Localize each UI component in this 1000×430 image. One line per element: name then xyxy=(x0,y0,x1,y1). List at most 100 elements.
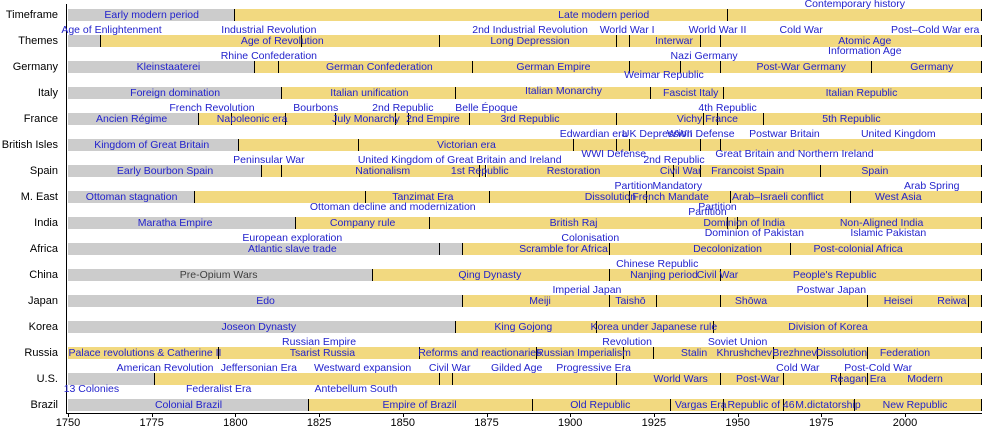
period-label-italian-unification: Italian unification xyxy=(330,87,409,99)
period-label-great-britain-and-northern-ireland: Great Britain and Northern Ireland xyxy=(715,148,874,160)
period-label-soviet-union: Soviet Union xyxy=(707,336,768,348)
period-label-reforms-and-reactionaries: Reforms and reactionaries xyxy=(418,347,542,359)
bar-segment-germany xyxy=(255,61,279,73)
period-label-old-republic: Old Republic xyxy=(570,399,631,411)
period-label-fascist-italy: Fascist Italy xyxy=(663,87,719,99)
bar-segment-british-isles xyxy=(238,139,360,151)
bar-segment-germany xyxy=(68,61,256,73)
bar-segment-u-s xyxy=(68,373,156,385)
period-label-4th-republic: 4th Republic xyxy=(698,102,757,114)
bar-segment-themes xyxy=(439,35,618,47)
period-label-italian-monarchy: Italian Monarchy xyxy=(524,85,603,97)
period-label-westward-expansion: Westward expansion xyxy=(313,362,412,374)
bar-segment-british-isles xyxy=(617,139,631,151)
period-label-ottoman-stagnation: Ottoman stagnation xyxy=(85,191,178,203)
bar-segment-india xyxy=(429,217,728,229)
axis-tick-1875 xyxy=(486,413,488,417)
period-label-british-raj: British Raj xyxy=(549,217,598,229)
period-label-cold-war: Cold War xyxy=(779,24,823,36)
bar-segment-brazil xyxy=(309,399,534,411)
row-label-themes: Themes xyxy=(18,35,58,47)
bar-segment-korea xyxy=(714,321,982,333)
bar-segment-spain xyxy=(673,165,701,177)
bar-segment-british-isles xyxy=(700,139,721,151)
bar-segment-africa xyxy=(68,243,440,255)
period-label-tsarist-russia: Tsarist Russia xyxy=(289,347,356,359)
bar-segment-spain xyxy=(282,165,480,177)
bar-segment-brazil xyxy=(533,399,671,411)
row-label-japan: Japan xyxy=(28,295,58,307)
bar-segment-japan xyxy=(657,295,721,307)
bar-segment-japan xyxy=(720,295,869,307)
bar-segment-timeframe xyxy=(235,9,728,21)
period-label-dissolution: Dissolution xyxy=(815,347,868,359)
period-label-russian-empire: Russian Empire xyxy=(282,336,357,348)
period-label-antebellum-south: Antebellum South xyxy=(314,383,398,395)
period-label-information-age: Information Age xyxy=(828,45,902,57)
axis-tick-label-1800: 1800 xyxy=(223,417,248,429)
period-label-napoleonic-era: Napoleonic era xyxy=(216,113,288,125)
period-label-ottoman-decline-and-modernization: Ottoman decline and modernization xyxy=(309,201,476,213)
bar-segment-themes xyxy=(630,35,701,47)
axis-tick-1950 xyxy=(737,413,739,417)
bar-segment-british-isles xyxy=(720,139,982,151)
bar-segment-italy xyxy=(650,87,725,99)
period-label-tanzimat-era: Tanzimat Era xyxy=(392,191,454,203)
axis-tick-1900 xyxy=(570,413,572,417)
bar-segment-russia xyxy=(774,347,818,359)
period-label-edo: Edo xyxy=(256,295,275,307)
bar-segment-brazil xyxy=(724,399,785,411)
period-label-post-cold-war: Post-Cold War xyxy=(844,362,913,374)
period-label-interwar: Interwar xyxy=(655,35,693,47)
bar-segment-m-east xyxy=(647,191,731,203)
period-label-bourbons: Bourbons xyxy=(293,102,339,114)
period-label-postwar-japan: Postwar Japan xyxy=(796,284,867,296)
row-label-russia: Russia xyxy=(24,347,58,359)
period-label-2nd-republic: 2nd Republic xyxy=(643,154,705,166)
period-label-pre-opium-wars: Pre-Opium Wars xyxy=(179,269,258,281)
row-label-italy: Italy xyxy=(37,87,58,99)
period-label-scramble-for-africa: Scramble for Africa xyxy=(519,243,608,255)
period-label-palace-revolutions-catherine-ii: Palace revolutions & Catherine II xyxy=(68,347,222,359)
period-label-1st-republic: 1st Republic xyxy=(450,165,509,177)
bar-segment-germany xyxy=(720,61,872,73)
period-label-partition: Partition xyxy=(698,201,737,213)
bar-segment-africa xyxy=(610,243,792,255)
axis-tick-1775 xyxy=(151,413,153,417)
bar-segment-korea xyxy=(456,321,597,333)
bar-segment-u-s xyxy=(841,373,869,385)
axis-tick-1800 xyxy=(235,413,237,417)
bar-segment-italy xyxy=(68,87,283,99)
period-label-edwardian-era: Edwardian era xyxy=(559,128,628,140)
bar-segment-japan xyxy=(610,295,658,307)
period-label-new-republic: New Republic xyxy=(882,399,948,411)
period-label-kleinstaaterei: Kleinstaaterei xyxy=(136,61,201,73)
bar-segment-u-s xyxy=(617,373,721,385)
period-label-company-rule: Company rule xyxy=(329,217,396,229)
bar-segment-u-s xyxy=(439,373,454,385)
period-label-german-empire: German Empire xyxy=(516,61,591,73)
period-label-dissolution: Dissolution xyxy=(584,191,637,203)
bar-segment-italy xyxy=(456,87,651,99)
bar-segment-japan xyxy=(68,295,464,307)
bar-segment-russia xyxy=(419,347,537,359)
bar-segment-m-east xyxy=(630,191,648,203)
period-label-decolonization: Decolonization xyxy=(693,243,762,255)
period-label-stalin: Stalin xyxy=(680,347,708,359)
bar-segment-m-east xyxy=(365,191,490,203)
bar-segment-russia xyxy=(623,347,654,359)
period-label-dominion-of-pakistan: Dominion of Pakistan xyxy=(704,227,804,239)
axis-tick-1750 xyxy=(68,413,69,417)
bar-segment-brazil xyxy=(854,399,982,411)
period-label-king-gojong: King Gojong xyxy=(494,321,553,333)
period-label-early-modern-period: Early modern period xyxy=(104,9,199,21)
period-label-belle-poque: Belle Époque xyxy=(455,102,518,114)
bar-segment-russia xyxy=(817,347,869,359)
period-label-wwi-defense: WWI Defense xyxy=(581,148,647,160)
period-label-3rd-republic: 3rd Republic xyxy=(500,113,560,125)
row-label-spain: Spain xyxy=(29,165,58,177)
bar-segment-brazil xyxy=(784,399,855,411)
period-label-atomic-age: Atomic Age xyxy=(838,35,892,47)
bar-segment-u-s xyxy=(720,373,785,385)
bar-segment-germany xyxy=(630,61,681,73)
